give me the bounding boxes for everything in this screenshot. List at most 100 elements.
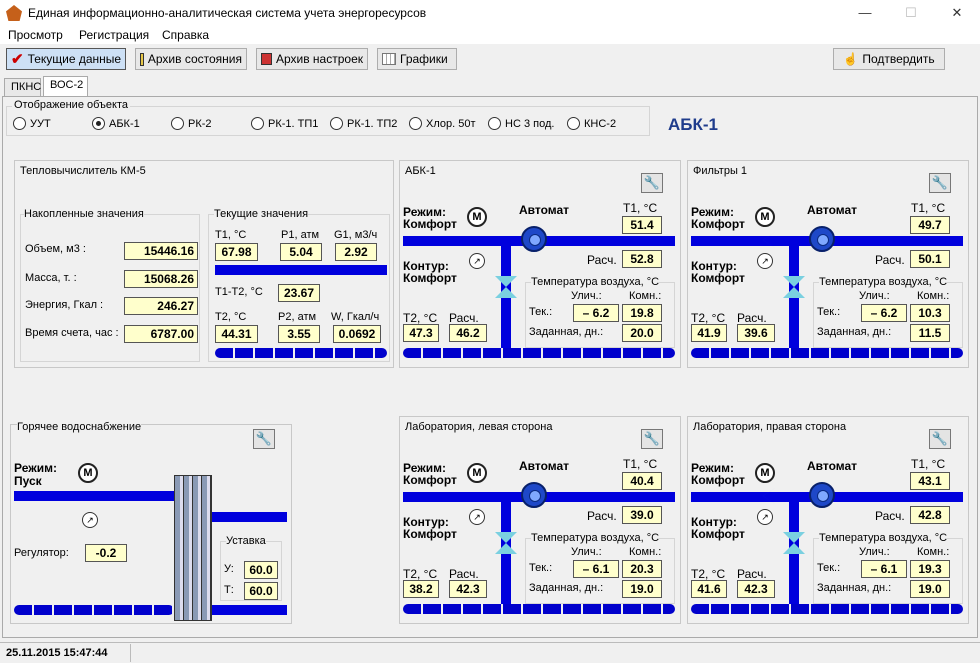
unit-title: Лаборатория, правая сторона — [693, 421, 847, 433]
mass-value: 15068.26 — [124, 270, 198, 288]
menu-view[interactable]: Просмотр — [8, 28, 63, 42]
settings-tool-icon[interactable]: 🔧 — [929, 173, 951, 193]
settings-tool-icon[interactable]: 🔧 — [641, 429, 663, 449]
pump-icon — [809, 226, 835, 252]
heat-calculator-panel — [14, 160, 394, 368]
t2-label: T2, °C — [691, 567, 726, 581]
u-value: 60.0 — [244, 561, 278, 579]
t2-value: 38.2 — [403, 580, 439, 598]
archive-state-button[interactable]: Архив состояния — [135, 48, 247, 70]
calc-label: Расч. — [587, 509, 617, 523]
t2calc-label: Расч. — [449, 311, 479, 325]
status-bar — [0, 642, 980, 663]
air-temp-title: Температура воздуха, °C — [819, 532, 948, 544]
mode-label: Режим: — [403, 205, 446, 219]
gauge-icon: ↗ — [757, 509, 773, 525]
menu-registration[interactable]: Регистрация — [79, 28, 150, 42]
calc-value: 52.8 — [622, 250, 662, 268]
delta-t-label: T1-T2, °C — [215, 286, 263, 298]
volume-label: Объем, м3 : — [25, 243, 86, 255]
close-button[interactable]: ✕ — [951, 5, 963, 20]
outdoor-value: – 6.1 — [573, 560, 619, 578]
contour-value: Комфорт — [691, 271, 745, 285]
pump-icon — [521, 226, 547, 252]
pipe-segment — [789, 502, 799, 610]
setpoint-value: 19.0 — [910, 580, 950, 598]
pipe-segment — [403, 348, 675, 358]
time-value: 6787.00 — [124, 325, 198, 343]
contour-value: Комфорт — [691, 527, 745, 541]
t2calc-label: Расч. — [737, 311, 767, 325]
minimize-button[interactable]: — — [858, 5, 872, 20]
radio-rk1-tp1[interactable]: РК-1. ТП1 — [251, 117, 318, 130]
t2-label: T2, °C — [691, 311, 726, 325]
t1-value: 49.7 — [910, 216, 950, 234]
archive-icon — [140, 52, 144, 66]
g1-label: G1, м3/ч — [334, 229, 378, 241]
gauge-icon: ↗ — [82, 512, 98, 528]
t2calc-label: Расч. — [449, 567, 479, 581]
pipe-segment — [501, 246, 511, 354]
p2-value: 3.55 — [278, 325, 320, 343]
street-label: Улич.: — [571, 290, 602, 302]
current-label: Тек.: — [817, 562, 841, 574]
tab-vos2[interactable]: ВОС-2 — [43, 76, 88, 96]
contour-value: Комфорт — [403, 527, 457, 541]
room-label: Комн.: — [917, 546, 950, 558]
settings-tool-icon[interactable]: 🔧 — [929, 429, 951, 449]
radio-chlor[interactable]: Хлор. 50т — [409, 117, 476, 130]
p2-label: P2, атм — [278, 311, 317, 323]
t-label: Т: — [224, 584, 234, 596]
pipe-segment — [691, 348, 963, 358]
motor-icon: M — [78, 463, 98, 483]
unit-title: Фильтры 1 — [693, 165, 748, 177]
tab-pkns[interactable]: ПКНС — [4, 78, 41, 96]
street-label: Улич.: — [859, 546, 890, 558]
current-data-button[interactable]: ✔ Текущие данные — [6, 48, 126, 70]
air-temp-title: Температура воздуха, °C — [531, 276, 660, 288]
unit-title: Лаборатория, левая сторона — [405, 421, 553, 433]
t1-value: 67.98 — [215, 243, 258, 261]
setpoint-label: Заданная, дн.: — [817, 582, 892, 594]
pipe-segment — [215, 348, 387, 358]
radio-abk1[interactable]: АБК-1 — [92, 117, 140, 130]
radio-circle — [567, 117, 580, 130]
energy-label: Энергия, Гкал : — [25, 299, 104, 311]
contour-label: Контур: — [403, 515, 449, 529]
volume-value: 15446.16 — [124, 242, 198, 260]
t2calc-value: 46.2 — [449, 324, 487, 342]
settings-tool-icon[interactable]: 🔧 — [641, 173, 663, 193]
air-temp-title: Температура воздуха, °C — [819, 276, 948, 288]
delta-t-value: 23.67 — [278, 284, 320, 302]
radio-kns2[interactable]: КНС-2 — [567, 117, 616, 130]
contour-label: Контур: — [403, 259, 449, 273]
room-value: 19.3 — [910, 560, 950, 578]
setpoint-label: Заданная, дн.: — [817, 326, 892, 338]
confirm-button[interactable]: ☝ Подтвердить — [833, 48, 945, 70]
p1-label: P1, атм — [281, 229, 320, 241]
radio-uut[interactable]: УУТ — [13, 117, 51, 130]
radio-ns3[interactable]: НС 3 под. — [488, 117, 554, 130]
room-value: 20.3 — [622, 560, 662, 578]
room-value: 10.3 — [910, 304, 950, 322]
pipe-segment — [14, 605, 174, 615]
pipe-segment — [403, 604, 675, 614]
t1-label: T1, °C — [911, 201, 946, 215]
archive-settings-button[interactable]: Архив настроек — [256, 48, 368, 70]
motor-icon: M — [755, 207, 775, 227]
room-value: 19.8 — [622, 304, 662, 322]
contour-label: Контур: — [691, 515, 737, 529]
graphs-button[interactable]: Графики — [377, 48, 457, 70]
menu-bar — [0, 26, 980, 44]
heat-calculator-title: Тепловычислитель КМ-5 — [20, 165, 146, 177]
maximize-button[interactable]: ☐ — [905, 5, 917, 20]
unit-title: АБК-1 — [405, 165, 436, 177]
settings-tool-icon[interactable]: 🔧 — [253, 429, 275, 449]
gauge-icon: ↗ — [469, 509, 485, 525]
menu-help[interactable]: Справка — [162, 28, 210, 42]
chart-icon — [382, 53, 396, 65]
radio-rk2[interactable]: РК-2 — [171, 117, 212, 130]
contour-value: Комфорт — [403, 271, 457, 285]
outdoor-value: – 6.2 — [861, 304, 907, 322]
radio-rk1-tp2[interactable]: РК-1. ТП2 — [330, 117, 397, 130]
